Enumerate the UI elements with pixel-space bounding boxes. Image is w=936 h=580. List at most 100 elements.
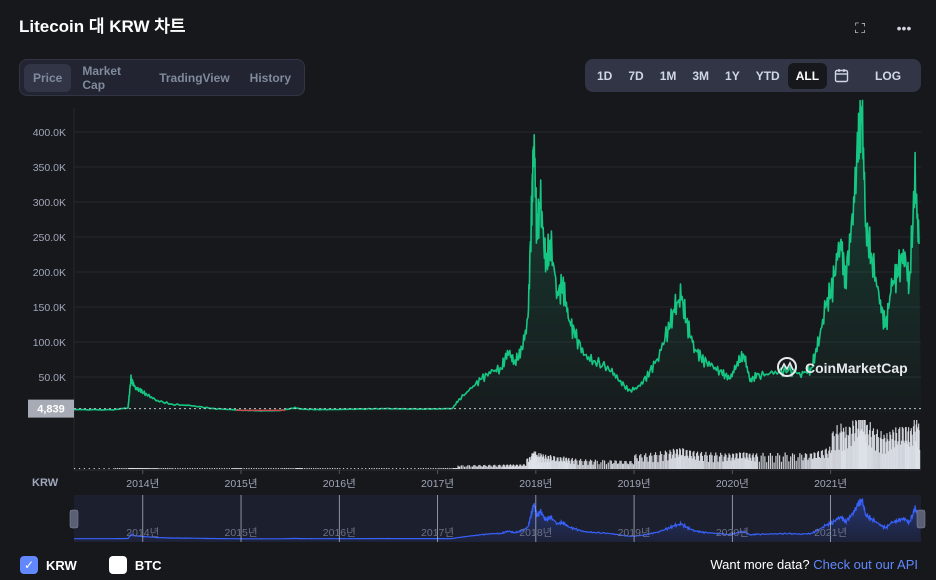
- volume-bar: [473, 465, 475, 469]
- volume-bar: [841, 431, 843, 469]
- range-3m[interactable]: 3M: [692, 68, 710, 83]
- volume-bar: [293, 468, 295, 469]
- volume-bar: [562, 457, 564, 469]
- volume-bar: [845, 426, 847, 469]
- volume-bar: [873, 434, 876, 469]
- coinmarketcap-logo: [777, 357, 797, 377]
- volume-bar: [652, 462, 654, 469]
- volume-bar: [709, 454, 711, 469]
- volume-bar: [520, 464, 522, 469]
- volume-bar: [850, 445, 852, 469]
- volume-bar: [651, 455, 653, 469]
- navigator-left-handle[interactable]: [69, 509, 79, 529]
- current-price-tag: [28, 399, 74, 418]
- volume-bar: [634, 455, 636, 469]
- volume-bar: [98, 468, 100, 469]
- volume-bar: [624, 461, 626, 469]
- volume-bar: [797, 457, 799, 469]
- tab-tradingview[interactable]: TradingView: [159, 70, 230, 85]
- volume-bar: [643, 455, 646, 469]
- volume-bar: [895, 433, 898, 469]
- api-link[interactable]: Check out our API: [813, 557, 918, 572]
- volume-bar: [883, 434, 885, 469]
- volume-bar: [124, 468, 126, 469]
- volume-bar: [491, 466, 493, 469]
- volume-bar: [900, 440, 903, 469]
- range-ytd[interactable]: YTD: [755, 68, 780, 83]
- volume-bar: [270, 468, 272, 469]
- volume-bar: [168, 468, 170, 469]
- range-1m[interactable]: 1M: [659, 68, 677, 83]
- range-all[interactable]: ALL: [787, 62, 828, 89]
- volume-bar: [696, 451, 699, 469]
- volume-bar: [631, 463, 633, 469]
- volume-bar: [589, 459, 592, 469]
- volume-bar: [906, 444, 908, 469]
- legend-krw-checkbox[interactable]: ✓: [20, 556, 38, 574]
- volume-bar: [777, 453, 779, 469]
- volume-bar: [561, 460, 563, 469]
- tab-price[interactable]: Price: [24, 63, 72, 92]
- volume-bar: [430, 468, 432, 469]
- volume-bar: [437, 468, 439, 469]
- volume-bar: [742, 453, 744, 469]
- volume-bar: [484, 464, 486, 469]
- volume-bar: [471, 466, 474, 469]
- volume-bar: [454, 468, 457, 469]
- range-1y[interactable]: 1Y: [725, 68, 740, 83]
- range-7d[interactable]: 7D: [628, 68, 644, 83]
- volume-bar: [546, 459, 549, 469]
- log-scale-toggle[interactable]: LOG: [875, 68, 902, 83]
- volume-bar: [826, 453, 828, 469]
- legend-btc-checkbox[interactable]: [108, 556, 127, 574]
- volume-bar: [552, 459, 554, 469]
- volume-bar: [159, 468, 161, 469]
- volume-bar: [736, 453, 738, 469]
- more-icon[interactable]: •••: [896, 20, 912, 36]
- volume-bar: [255, 468, 257, 469]
- y-tick-label: 50.0K: [39, 372, 66, 384]
- volume-bar: [291, 468, 293, 469]
- fullscreen-icon[interactable]: ⛶: [855, 19, 865, 36]
- volume-bar: [204, 468, 206, 469]
- volume-bar: [475, 466, 477, 469]
- navigator-right-handle[interactable]: [916, 509, 926, 529]
- navigator-tick-label: 2016년: [323, 527, 356, 539]
- range-1d[interactable]: 1D: [597, 68, 613, 83]
- y-tick-label: 300.0K: [33, 197, 66, 209]
- volume-bar: [735, 453, 737, 469]
- volume-bar: [146, 468, 149, 469]
- volume-bar: [137, 468, 140, 469]
- volume-bar: [738, 458, 740, 469]
- volume-bar: [650, 452, 652, 469]
- volume-bar: [282, 468, 284, 469]
- volume-bar: [755, 454, 757, 469]
- volume-bar: [142, 468, 144, 469]
- volume-bar: [627, 464, 630, 469]
- volume-bar: [685, 450, 687, 469]
- volume-bar: [250, 468, 253, 469]
- volume-bar: [694, 456, 696, 469]
- volume-bar: [563, 460, 566, 469]
- volume-bar: [648, 455, 651, 469]
- volume-bar: [591, 460, 593, 469]
- volume-bar: [890, 434, 892, 469]
- volume-bar: [662, 460, 664, 469]
- volume-bar: [895, 427, 897, 469]
- volume-bar: [503, 464, 505, 469]
- calendar-icon[interactable]: [827, 68, 855, 83]
- volume-bar: [661, 454, 663, 469]
- volume-bar: [744, 459, 747, 469]
- volume-bar: [545, 454, 547, 469]
- volume-bar: [807, 459, 809, 469]
- volume-bar: [838, 449, 840, 469]
- volume-bar: [753, 457, 755, 469]
- volume-bar: [657, 462, 659, 469]
- volume-bar: [756, 453, 758, 469]
- volume-bar: [695, 459, 697, 469]
- price-chart[interactable]: 400.0K 350.0K 300.0K 250.0K 200.0K 150.0K 100.…: [0, 0, 936, 550]
- tab-market-cap[interactable]: Market Cap: [82, 63, 122, 92]
- volume-bar: [414, 468, 416, 469]
- volume-bar: [455, 468, 457, 469]
- tab-history[interactable]: History: [249, 70, 291, 85]
